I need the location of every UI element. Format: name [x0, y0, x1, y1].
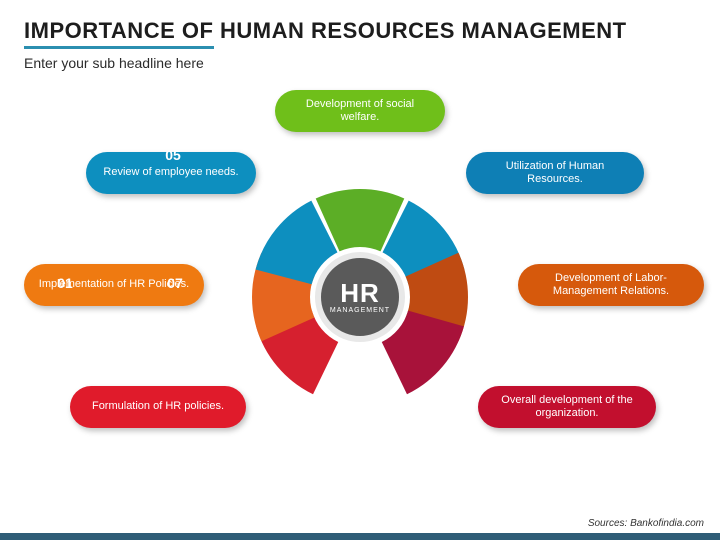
center-sub-text: MANAGEMENT [330, 307, 390, 314]
segment-number: 03 [52, 147, 82, 163]
info-pill: Development of social welfare. [275, 90, 445, 132]
pill-text: Review of employee needs. [103, 166, 238, 179]
footer: Sources: Bankofindia.com [0, 533, 720, 540]
segment-number: 05 [158, 147, 188, 163]
footer-bar [0, 533, 720, 540]
center-main-text: HR [340, 280, 380, 306]
info-pill: Utilization of Human Resources. [466, 152, 644, 194]
title-underline [24, 46, 214, 49]
pill-text: Development of social welfare. [289, 98, 431, 124]
info-pill: Formulation of HR policies. [70, 386, 246, 428]
center-hub: HR MANAGEMENT [315, 252, 405, 342]
page-title: IMPORTANCE OF HUMAN RESOURCES MANAGEMENT [24, 18, 696, 44]
segment-number: 04 [105, 123, 135, 139]
pill-text: Utilization of Human Resources. [480, 160, 630, 186]
info-pill: Development of Labor-Management Relation… [518, 264, 704, 306]
segment-number: 01 [50, 275, 80, 291]
info-pill: Overall development of the organization. [478, 386, 656, 428]
segment-number: 07 [160, 275, 190, 291]
pill-text: Overall development of the organization. [492, 394, 642, 420]
pill-text: Formulation of HR policies. [92, 400, 224, 413]
segment-number: 06 [180, 208, 210, 224]
header: IMPORTANCE OF HUMAN RESOURCES MANAGEMENT… [0, 0, 720, 77]
diagram-stage: HR MANAGEMENT 01 02 03 04 05 06 07 Development… [0, 80, 720, 508]
source-text: Sources: Bankofindia.com [588, 518, 704, 529]
page-subtitle: Enter your sub headline here [24, 55, 696, 71]
segment-number: 02 [30, 208, 60, 224]
pill-text: Development of Labor-Management Relation… [532, 272, 690, 298]
